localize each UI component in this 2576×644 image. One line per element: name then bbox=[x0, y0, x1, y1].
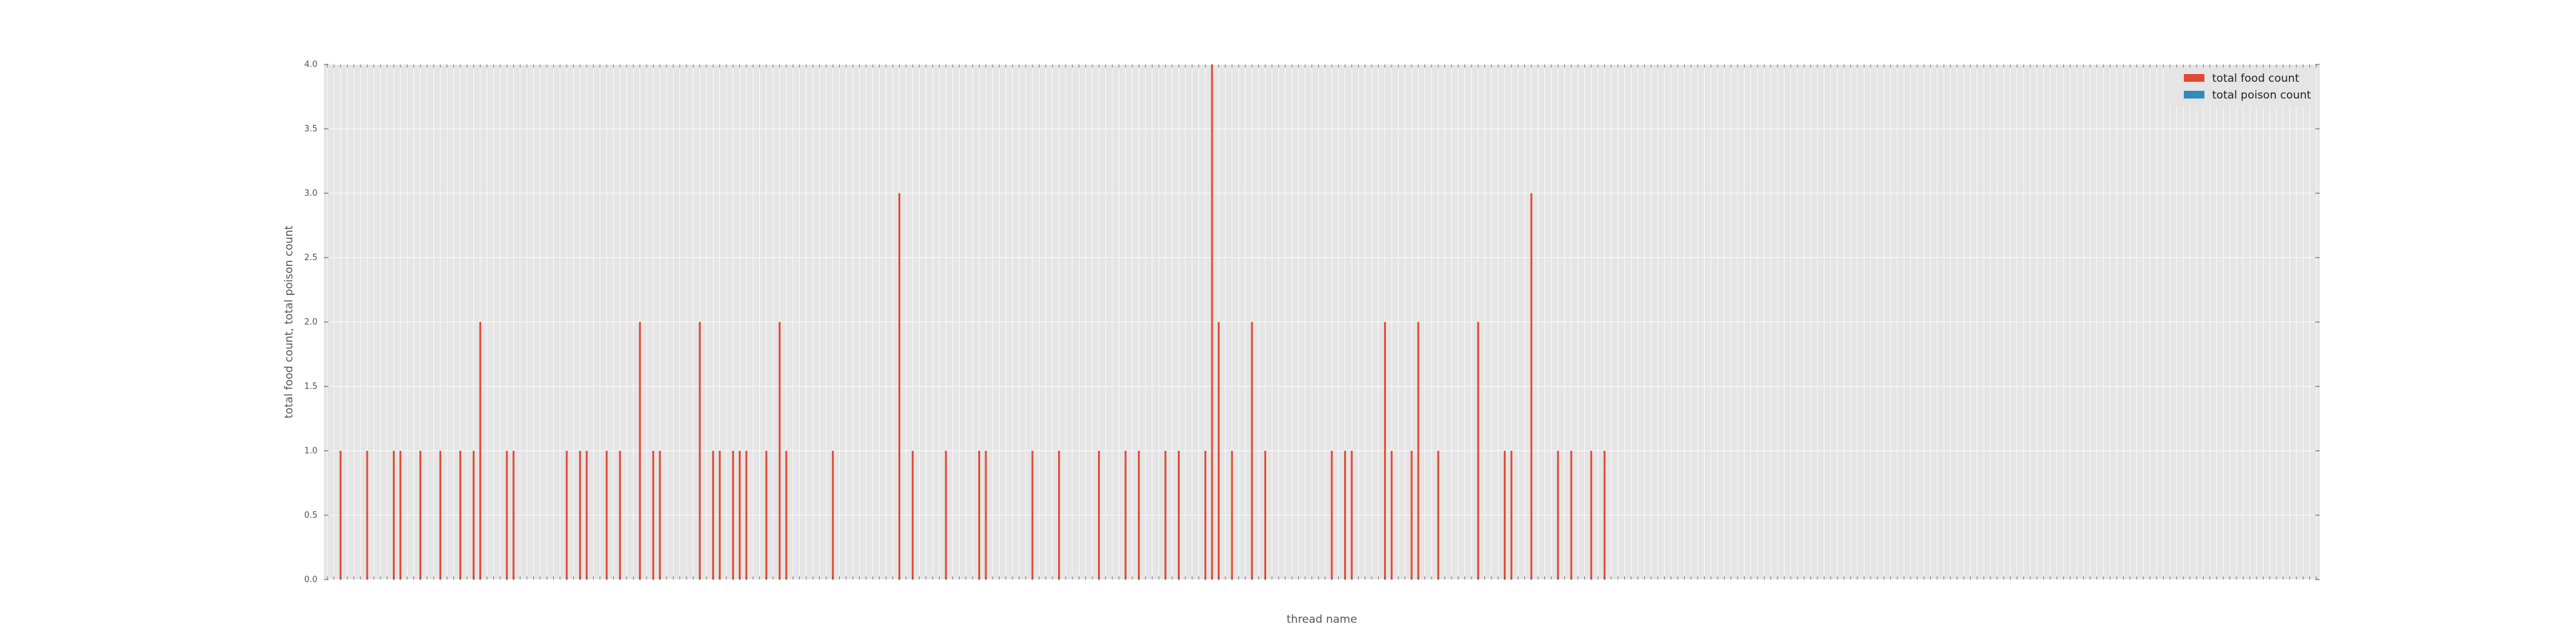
bar-food-count bbox=[745, 451, 748, 580]
bar-food-count bbox=[719, 451, 721, 580]
bar-food-count bbox=[1124, 451, 1127, 580]
y-tick-label: 1.0 bbox=[304, 446, 317, 456]
bar-food-count bbox=[512, 451, 515, 580]
bar-food-count bbox=[1384, 322, 1387, 580]
bar-food-count bbox=[652, 451, 654, 580]
bar-food-count bbox=[479, 322, 482, 580]
bar-food-count bbox=[439, 451, 442, 580]
bar-food-count bbox=[1604, 451, 1605, 580]
bar-food-count bbox=[1097, 451, 1100, 580]
bar-food-count bbox=[1164, 451, 1167, 580]
bar-food-count bbox=[732, 451, 734, 580]
y-tick-label: 0.5 bbox=[304, 511, 317, 520]
bar-food-count bbox=[605, 451, 608, 580]
legend-swatch-food bbox=[2184, 74, 2204, 82]
legend-swatch-poison bbox=[2184, 91, 2204, 99]
y-tick-label: 0.0 bbox=[304, 575, 317, 585]
bar-food-count bbox=[1344, 451, 1347, 580]
bar-food-count bbox=[472, 451, 475, 580]
bar-food-count bbox=[1570, 451, 1573, 580]
bar-food-count bbox=[339, 451, 342, 580]
bar-food-count bbox=[639, 322, 641, 580]
x-axis-title: thread name bbox=[1287, 613, 1357, 626]
bar-food-count bbox=[1231, 451, 1233, 580]
bar-food-count bbox=[831, 451, 834, 580]
bar-food-count bbox=[911, 451, 914, 580]
bar-food-count bbox=[785, 451, 788, 580]
bar-food-count bbox=[898, 193, 900, 580]
y-tick-label: 2.5 bbox=[304, 253, 317, 263]
bar-food-count bbox=[1557, 451, 1559, 580]
bar-food-count bbox=[506, 451, 508, 580]
bars bbox=[339, 64, 1605, 580]
x-axis bbox=[327, 64, 2317, 580]
bar-food-count bbox=[419, 451, 422, 580]
bar-food-count bbox=[1504, 451, 1506, 580]
bar-food-count bbox=[393, 451, 395, 580]
y-axis: 0.0 0.5 1.0 1.5 2.0 2.5 3.0 3.5 4.0 bbox=[304, 60, 2320, 585]
bar-food-count bbox=[1410, 451, 1413, 580]
bar-food-count bbox=[739, 451, 741, 580]
y-axis-title: total food count, total poison count bbox=[283, 225, 296, 419]
bar-food-count bbox=[1417, 322, 1419, 580]
bar-food-count bbox=[1251, 322, 1253, 580]
bar-food-count bbox=[985, 451, 987, 580]
bar-food-count bbox=[619, 451, 621, 580]
bar-food-count bbox=[1437, 451, 1439, 580]
bar-food-count bbox=[1137, 451, 1140, 580]
y-tick-label: 3.5 bbox=[304, 124, 317, 134]
bar-food-count bbox=[765, 451, 768, 580]
bar-food-count bbox=[1390, 451, 1393, 580]
bar-food-count bbox=[1204, 451, 1207, 580]
bar-food-count bbox=[945, 451, 947, 580]
y-tick-label: 1.5 bbox=[304, 382, 317, 392]
bar-food-count bbox=[1264, 451, 1267, 580]
bar-food-count bbox=[1590, 451, 1593, 580]
bar-food-count bbox=[399, 451, 402, 580]
bar-food-count bbox=[1058, 451, 1060, 580]
bar-food-count bbox=[1350, 451, 1353, 580]
bar-food-count bbox=[1177, 451, 1180, 580]
y-tick-label: 4.0 bbox=[304, 60, 317, 70]
bar-food-count bbox=[1331, 451, 1333, 580]
bar-food-count bbox=[712, 451, 714, 580]
y-tick-label: 2.0 bbox=[304, 317, 317, 327]
legend-label-food: total food count bbox=[2212, 72, 2300, 85]
bar-food-count bbox=[978, 451, 980, 580]
bar-food-count bbox=[459, 451, 462, 580]
legend: total food count total poison count bbox=[2167, 68, 2315, 106]
y-tick-label: 3.0 bbox=[304, 189, 317, 198]
bar-food-count bbox=[1530, 193, 1533, 580]
bar-food-count bbox=[659, 451, 661, 580]
bar-food-count bbox=[1477, 322, 1479, 580]
bar-food-count bbox=[1031, 451, 1034, 580]
bar-food-count bbox=[1510, 451, 1513, 580]
legend-label-poison: total poison count bbox=[2212, 89, 2311, 102]
bar-food-count bbox=[779, 322, 781, 580]
bar-food-count bbox=[366, 451, 368, 580]
bar-food-count bbox=[699, 322, 701, 580]
bar-food-count bbox=[585, 451, 588, 580]
bar-food-count bbox=[1211, 64, 1213, 580]
bar-food-count bbox=[565, 451, 568, 580]
bar-food-count bbox=[1217, 322, 1220, 580]
bar-food-count bbox=[579, 451, 582, 580]
